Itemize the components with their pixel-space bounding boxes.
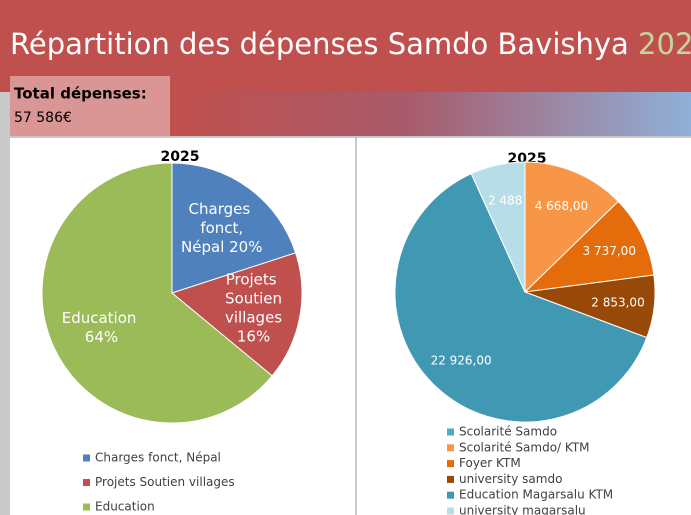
legend-label: Projets Soutien villages bbox=[95, 475, 235, 489]
pie-title: 2025 bbox=[161, 149, 200, 165]
data-label: Charges fonct, Népal 20% bbox=[176, 199, 262, 255]
total-box bbox=[10, 76, 170, 136]
legend-label: Scolarité Samdo bbox=[459, 425, 557, 439]
legend-label: Charges fonct, Népal bbox=[95, 451, 221, 465]
data-label: 22 926,00 bbox=[431, 353, 492, 367]
legend-marker bbox=[447, 428, 454, 436]
pie-slice bbox=[470, 161, 526, 293]
legend-marker bbox=[83, 479, 90, 486]
legend-marker bbox=[447, 444, 454, 452]
pie-slice bbox=[171, 162, 297, 294]
legend-marker bbox=[447, 460, 454, 468]
legend-marker bbox=[447, 475, 454, 483]
total-value: 57 586€ bbox=[14, 110, 72, 126]
pie-slice bbox=[523, 200, 655, 293]
legend-label: university samdo bbox=[459, 472, 562, 486]
legend-label: Education bbox=[95, 500, 155, 514]
data-label: Education 64% bbox=[62, 308, 137, 345]
slide-title: Répartition des dépenses Samdo Bavishya … bbox=[10, 27, 691, 61]
pie-slice bbox=[170, 252, 303, 377]
legend-marker bbox=[83, 454, 90, 462]
title-year: 2025 bbox=[638, 27, 691, 61]
title-text: Répartition des dépenses Samdo Bavishya bbox=[10, 27, 629, 61]
legend-marker bbox=[83, 503, 90, 511]
legend-label: university magarsalu bbox=[459, 504, 586, 515]
data-label: 4 668,00 bbox=[535, 198, 588, 212]
data-label: 3 737,00 bbox=[583, 244, 636, 258]
total-label: Total dépenses: bbox=[14, 85, 147, 103]
legend-marker bbox=[447, 507, 454, 515]
data-label: 2 853,00 bbox=[591, 295, 644, 309]
legend-label: Scolarité Samdo/ KTM bbox=[459, 440, 590, 454]
data-label: 2 488 bbox=[488, 193, 522, 207]
legend-label: Education Magarsalu KTM bbox=[459, 488, 613, 502]
legend-marker bbox=[447, 491, 454, 499]
legend-label: Foyer KTM bbox=[459, 456, 521, 470]
header-band bbox=[170, 92, 691, 136]
pie-slice bbox=[41, 162, 273, 424]
data-label: Projets Soutien villages 16% bbox=[220, 270, 282, 345]
pie-slice bbox=[524, 161, 619, 294]
pie-slice bbox=[394, 172, 648, 423]
